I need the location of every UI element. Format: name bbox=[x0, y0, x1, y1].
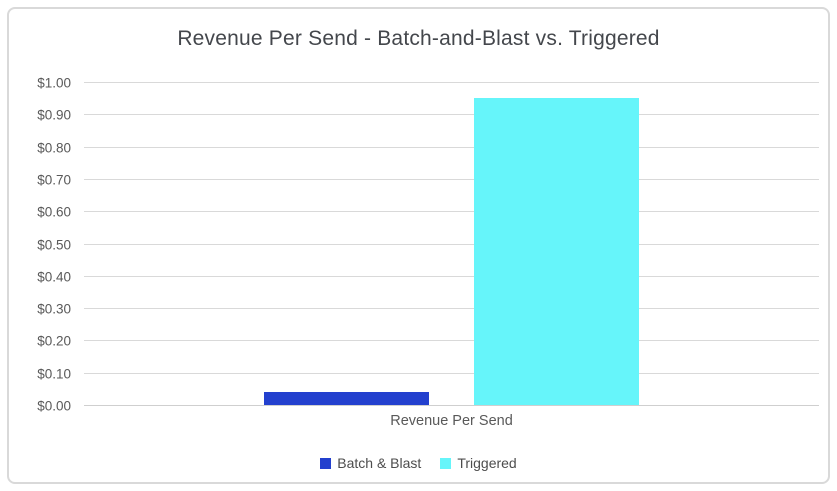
y-tick-label: $0.30 bbox=[37, 301, 71, 317]
gridline bbox=[84, 243, 819, 245]
y-tick-label: $0.90 bbox=[37, 107, 71, 123]
x-axis-line bbox=[84, 405, 819, 406]
y-tick-label: $0.70 bbox=[37, 172, 71, 188]
legend: Batch & Blast Triggered bbox=[9, 455, 828, 471]
batch-blast-swatch-icon bbox=[320, 457, 332, 469]
gridline bbox=[84, 146, 819, 148]
legend-label-triggered: Triggered bbox=[457, 455, 517, 471]
y-tick-label: $0.50 bbox=[37, 237, 71, 252]
gridline bbox=[84, 211, 819, 213]
gridline bbox=[84, 114, 819, 116]
y-tick-label: $0.60 bbox=[37, 204, 71, 220]
gridline bbox=[84, 372, 819, 374]
y-tick-label: $1.00 bbox=[37, 75, 71, 91]
gridline bbox=[84, 178, 819, 180]
triggered-swatch-icon bbox=[440, 457, 452, 469]
gridline bbox=[84, 82, 819, 83]
y-axis: $0.00 $0.10 $0.20 $0.30 $0.40 $0.50 $0.60 $0.70… bbox=[9, 76, 71, 414]
gridline bbox=[84, 340, 819, 342]
chart-title: Revenue Per Send - Batch-and-Blast vs. T… bbox=[177, 27, 660, 50]
legend-item-triggered: Triggered bbox=[440, 455, 517, 471]
y-tick-label: $0.80 bbox=[37, 140, 71, 156]
x-axis-category-label: Revenue Per Send bbox=[390, 413, 513, 429]
legend-item-batch-blast: Batch & Blast bbox=[320, 455, 421, 471]
gridline bbox=[84, 308, 819, 310]
y-tick-label: $0.20 bbox=[37, 333, 71, 349]
y-tick-label: $0.00 bbox=[37, 398, 71, 414]
gridline bbox=[84, 275, 819, 277]
plot-area bbox=[84, 82, 819, 406]
legend-label-batch-blast: Batch & Blast bbox=[337, 455, 422, 471]
y-tick-label: $0.10 bbox=[37, 366, 71, 382]
y-tick-label: $0.40 bbox=[37, 269, 71, 285]
chart-frame: Revenue Per Send - Batch-and-Blast vs. T… bbox=[7, 7, 830, 484]
bar-batch-blast bbox=[264, 392, 429, 405]
bar-triggered bbox=[474, 98, 639, 405]
